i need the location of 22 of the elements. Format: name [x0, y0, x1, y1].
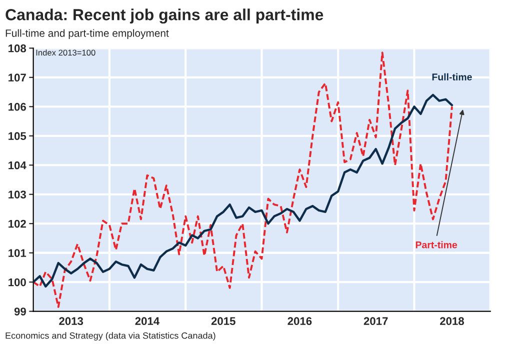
y-tick-label: 108	[8, 44, 26, 52]
y-tick-label: 101	[8, 249, 26, 257]
x-tick-label: 2015	[211, 317, 236, 326]
x-tick-label: 2013	[59, 317, 84, 326]
y-tick-label: 99	[14, 308, 26, 316]
series-label: Full-time	[432, 73, 472, 80]
y-tick-label: 106	[8, 102, 26, 111]
text: Part-time	[416, 241, 458, 248]
text: Economics and Strategy (data via Statistics Canada)	[6, 332, 216, 341]
annotation: Index 2013=100	[36, 49, 96, 56]
y-tick-label: 100	[8, 278, 26, 286]
x-tick-label: 2017	[364, 317, 388, 326]
y-tick-label: 104	[8, 161, 26, 170]
y-tick-label: 107	[8, 74, 26, 82]
y-tick-label: 102	[8, 220, 26, 228]
x-tick-label: 2014	[135, 317, 160, 326]
x-tick-label: 2016	[288, 317, 312, 326]
y-tick-label: 105	[8, 132, 26, 140]
chart-title: Canada: Recent job gains are all part-time	[6, 8, 324, 24]
y-tick-label: 103	[8, 190, 26, 199]
x-tick-label: 2018	[440, 317, 464, 326]
chart-subtitle: Full-time and part-time employment	[6, 29, 169, 39]
